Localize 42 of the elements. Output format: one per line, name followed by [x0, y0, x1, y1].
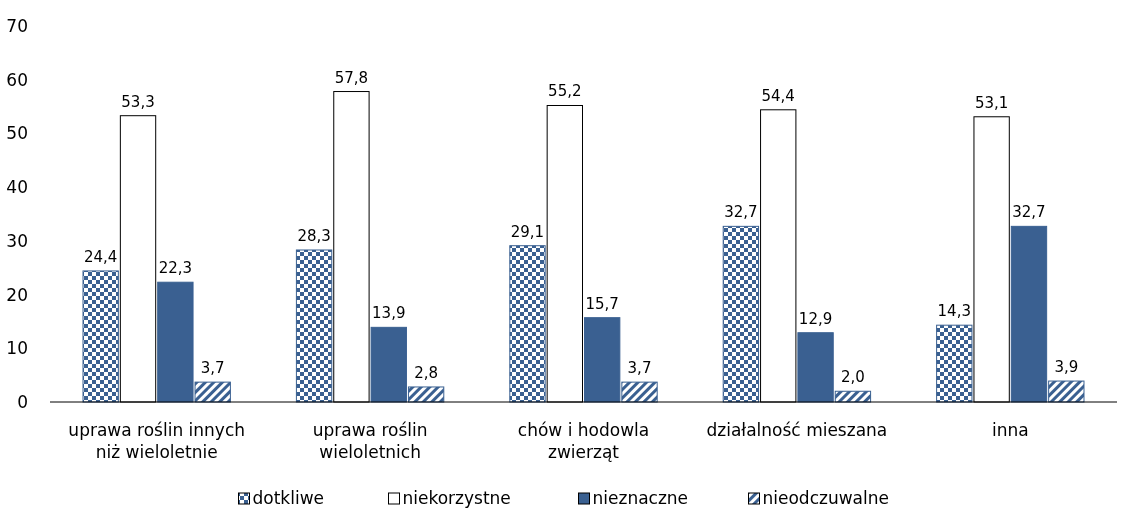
- data-label: 53,3: [121, 92, 155, 111]
- bar: [722, 225, 760, 403]
- x-tick-label: inna: [991, 420, 1029, 440]
- legend-label: nieodczuwalne: [762, 488, 889, 508]
- data-label: 3,7: [200, 359, 225, 378]
- y-tick-label: 20: [6, 284, 28, 305]
- data-label: 3,7: [627, 359, 652, 378]
- data-label: 13,9: [372, 304, 406, 323]
- legend-label: niekorzystne: [402, 488, 511, 508]
- data-label: 53,1: [974, 93, 1009, 112]
- data-label: 57,8: [334, 68, 369, 87]
- data-label: 2,0: [840, 368, 865, 387]
- data-label: 15,7: [585, 294, 619, 313]
- y-tick-label: 60: [6, 69, 28, 90]
- legend-label: nieznaczne: [592, 488, 689, 508]
- data-label: 32,7: [1012, 203, 1046, 222]
- data-label: 22,3: [158, 259, 193, 278]
- data-label: 28,3: [297, 226, 331, 245]
- y-tick-label: 0: [17, 391, 28, 412]
- bar: [295, 249, 333, 403]
- bar: [936, 324, 973, 403]
- data-label: 24,4: [83, 247, 118, 266]
- x-tick-label: uprawa roślin wieloletnich: [312, 420, 428, 462]
- y-tick-label: 30: [6, 230, 28, 251]
- data-label: 29,1: [510, 222, 545, 241]
- data-label: 14,3: [937, 302, 971, 321]
- x-tick-label: uprawa roślin innych niż wieloletnie: [68, 420, 246, 462]
- data-label: 3,9: [1054, 358, 1079, 377]
- y-tick-label: 70: [6, 15, 28, 36]
- y-tick-label: 10: [6, 338, 28, 359]
- data-label: 2,8: [414, 363, 439, 382]
- data-label: 12,9: [798, 309, 833, 328]
- legend-label: dotkliwe: [252, 488, 325, 508]
- bar: [82, 270, 119, 403]
- bar: [509, 245, 546, 403]
- x-tick-label: chów i hodowla zwierząt: [517, 420, 650, 462]
- data-label: 55,2: [548, 82, 582, 101]
- y-tick-label: 50: [6, 123, 28, 144]
- y-tick-label: 40: [6, 177, 28, 198]
- x-tick-label: działalność mieszana: [706, 420, 888, 440]
- data-label: 54,4: [761, 86, 795, 105]
- data-label: 32,7: [724, 203, 758, 222]
